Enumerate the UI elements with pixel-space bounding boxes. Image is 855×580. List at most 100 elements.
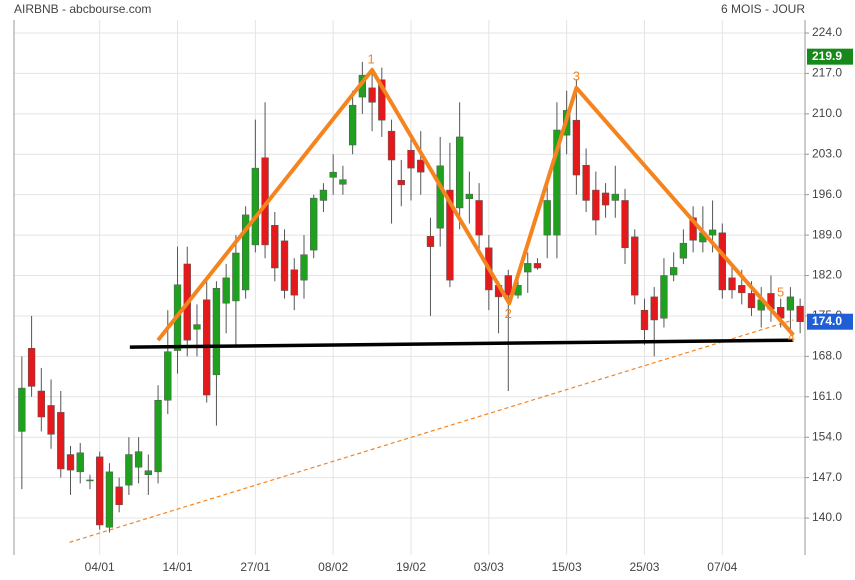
candle-body [708, 229, 717, 236]
candle-body [796, 305, 804, 322]
candle-body [475, 200, 483, 236]
candle-body [66, 454, 75, 471]
candle-body [232, 252, 240, 302]
x-tick-label: 25/03 [629, 560, 659, 574]
candle-body [144, 470, 152, 475]
candle-body [611, 193, 619, 201]
candle-body [378, 79, 386, 121]
pattern-label: 3 [573, 68, 580, 83]
candle-body [271, 225, 279, 269]
pattern-label: 2 [505, 306, 512, 321]
candle-body [105, 471, 114, 528]
candle-body [193, 324, 201, 330]
candle-body [621, 200, 629, 249]
y-tick-label: 161.0 [812, 389, 842, 403]
candle-body [407, 149, 415, 169]
candle-body [222, 277, 230, 304]
candle-body [504, 275, 512, 296]
candle-body [27, 348, 36, 387]
candle-body [572, 119, 581, 176]
candle-body [212, 287, 221, 376]
candle-body [251, 167, 260, 246]
candle-body [446, 189, 454, 281]
x-tick-label: 14/01 [163, 560, 193, 574]
candle-body [728, 277, 736, 291]
trendline [69, 319, 794, 543]
candle-body [718, 232, 726, 291]
price-marker [807, 313, 853, 330]
pattern-label: 1 [367, 52, 374, 67]
candle-body [339, 179, 347, 185]
candle-body [660, 275, 668, 319]
candle-body [670, 267, 678, 276]
candle-body [689, 217, 697, 241]
y-tick-label: 168.0 [812, 349, 842, 363]
candle-body [436, 165, 444, 229]
candle-body [18, 387, 26, 432]
candle-body [280, 240, 289, 291]
y-tick-label: 203.0 [812, 146, 842, 160]
candle-body [679, 242, 688, 259]
candle-body [329, 171, 337, 178]
chart-subtitle: 6 MOIS - JOUR [721, 2, 805, 16]
x-tick-label: 19/02 [396, 560, 426, 574]
candle-body [164, 351, 172, 401]
plot: 1 2 3 4 5 [18, 52, 804, 543]
candle-body [417, 159, 425, 173]
y-tick-label: 196.0 [812, 187, 842, 201]
candle-body [640, 309, 649, 331]
price-marker-label: 174.0 [812, 314, 842, 328]
y-tick-label: 217.0 [812, 66, 842, 80]
candle-body [86, 479, 94, 482]
candle-body [553, 129, 561, 236]
y-tick-label: 210.0 [812, 106, 842, 120]
price-marker [807, 48, 853, 65]
y-tick-label: 154.0 [812, 429, 842, 443]
candle-body [387, 130, 396, 161]
candle-body [96, 456, 104, 526]
candle-body [115, 486, 123, 506]
neckline [129, 338, 794, 349]
x-tick-label: 03/03 [474, 560, 504, 574]
y-tick-label: 189.0 [812, 227, 842, 241]
x-tick-label: 07/04 [707, 560, 737, 574]
y-tick-label: 224.0 [812, 25, 842, 39]
candle-body [738, 285, 746, 294]
y-tick-label: 140.0 [812, 510, 842, 524]
candle-body [154, 399, 162, 473]
candle-body [310, 197, 318, 251]
candle-body [533, 263, 542, 269]
candle-body [397, 179, 405, 186]
candle-body [125, 454, 133, 486]
chart-title: AIRBNB - abcbourse.com [14, 2, 151, 16]
candle-body [241, 214, 250, 291]
candle-body [290, 269, 298, 296]
candle-body [747, 293, 756, 309]
x-tick-label: 08/02 [318, 560, 348, 574]
candle-body [543, 200, 551, 236]
candle-body [582, 164, 590, 201]
candle-body [37, 390, 45, 418]
y-tick-label: 182.0 [812, 268, 842, 282]
candle-body [319, 189, 328, 201]
candle-body [57, 412, 65, 470]
candle-body [76, 452, 84, 473]
candle-body [631, 236, 639, 296]
candle-body [601, 192, 610, 206]
candle-body [300, 254, 308, 281]
candle-body [650, 296, 658, 321]
candle-body [368, 87, 376, 103]
candle-body [524, 263, 532, 273]
pattern-label: 5 [777, 284, 784, 299]
x-tick-label: 27/01 [240, 560, 270, 574]
candle-body [47, 405, 55, 435]
candle-body [348, 104, 357, 146]
candle-body [426, 236, 435, 247]
candle-body [465, 193, 474, 199]
pattern-line [156, 67, 795, 342]
candle-body [455, 136, 464, 209]
y-tick-label: 147.0 [812, 470, 842, 484]
x-tick-label: 04/01 [85, 560, 115, 574]
